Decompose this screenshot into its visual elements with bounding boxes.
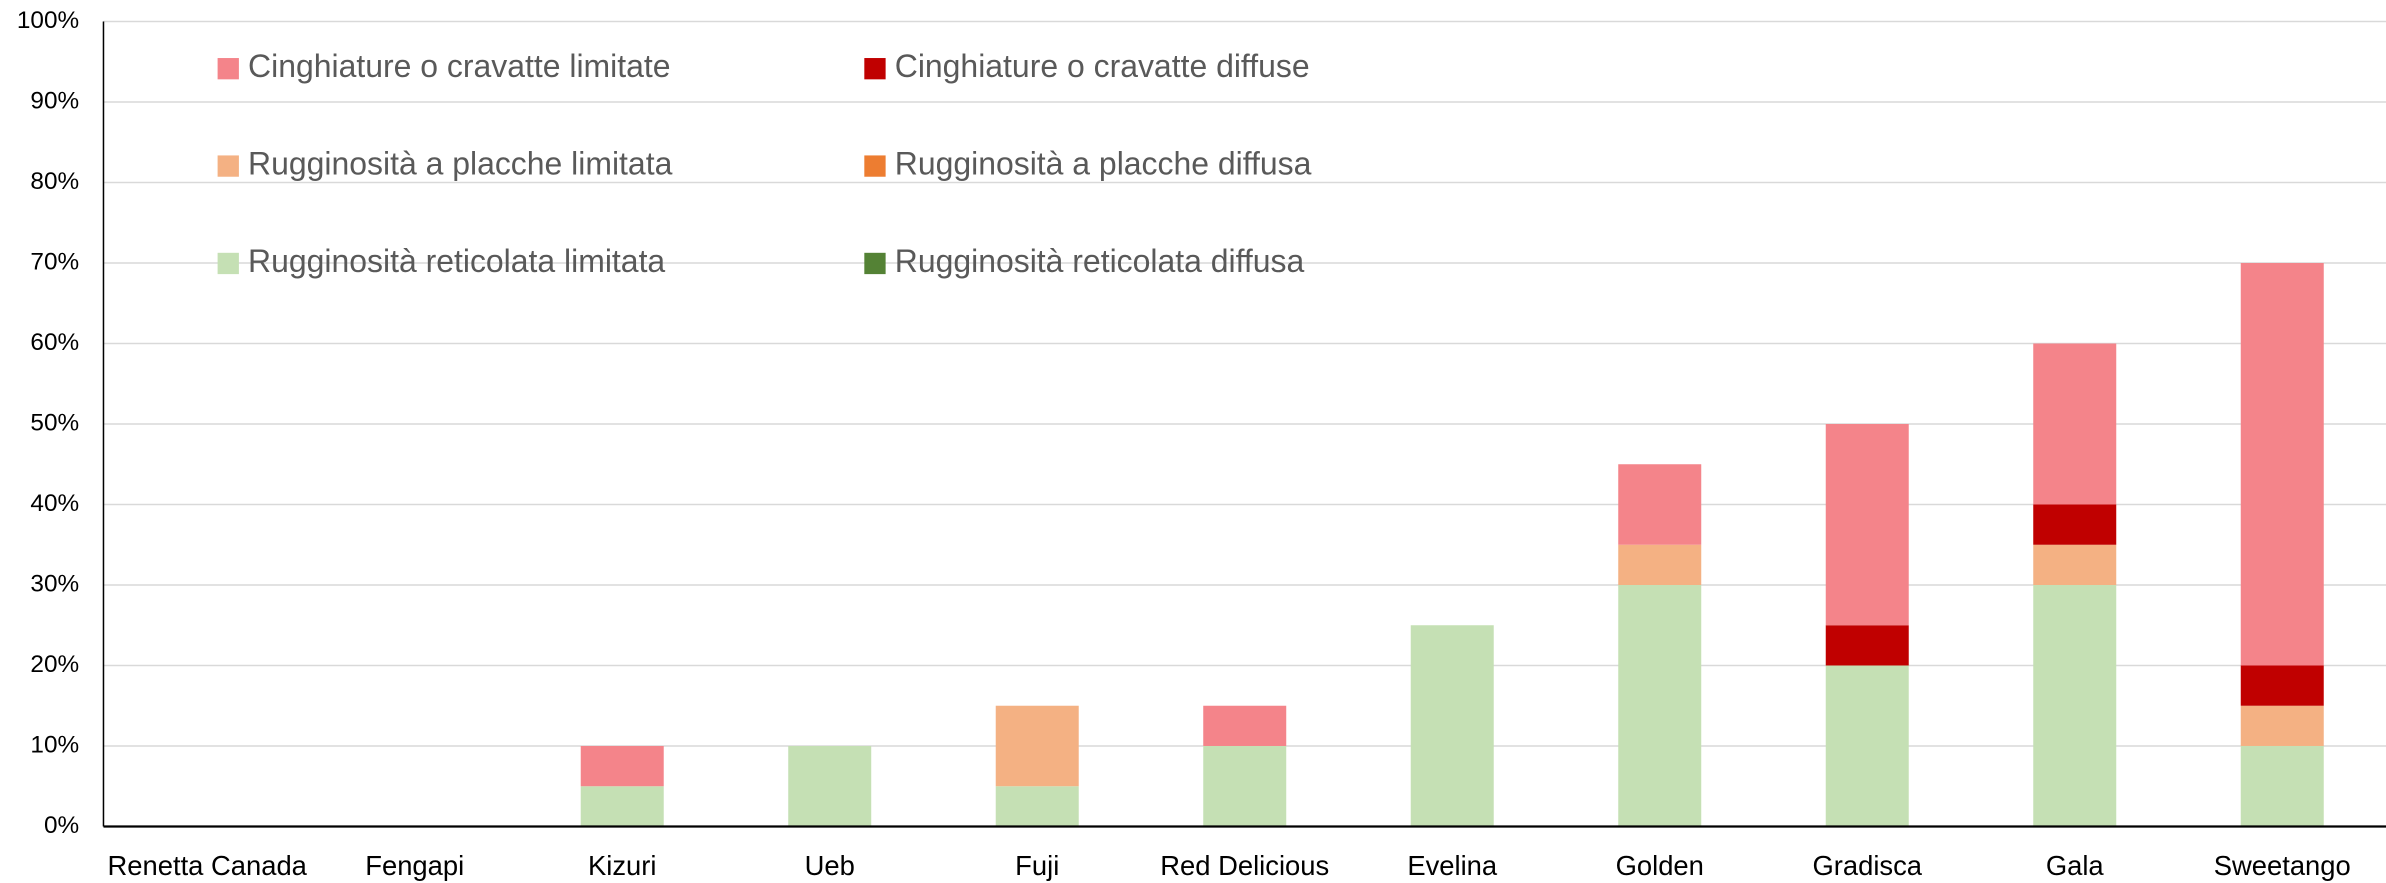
legend-label: Cinghiature o cravatte diffuse [895, 48, 1310, 84]
bar-segment [995, 786, 1079, 827]
y-tick-label: 70% [30, 248, 79, 275]
bar-segment [2240, 665, 2324, 706]
x-tick-label: Red Delicious [1160, 850, 1329, 881]
legend-swatch [864, 155, 886, 177]
bar-segment [1410, 625, 1494, 827]
legend-swatch [217, 58, 239, 80]
y-tick-label: 10% [30, 731, 79, 758]
bar-segment [2033, 544, 2117, 585]
bar-segment [2240, 745, 2324, 827]
bar-segment [2033, 504, 2117, 545]
x-tick-label: Evelina [1407, 850, 1498, 881]
y-tick-label: 50% [30, 409, 79, 436]
legend-swatch [217, 155, 239, 177]
legend-swatch [217, 252, 239, 275]
y-tick-label: 80% [30, 168, 79, 195]
bar-segment [788, 745, 872, 827]
bar-segment [1825, 625, 1909, 666]
bar-segment [580, 786, 664, 827]
y-tick-label: 90% [30, 87, 79, 114]
bar-segment [1825, 665, 1909, 827]
x-tick-label: Ueb [805, 850, 855, 881]
bar-segment [2240, 705, 2324, 746]
bar-segment [995, 705, 1079, 787]
y-tick-label: 20% [30, 651, 79, 678]
y-tick-label: 100% [17, 7, 79, 34]
legend-label: Rugginosità a placche diffusa [895, 146, 1312, 182]
legend-swatch [864, 58, 886, 80]
x-tick-label: Gala [2046, 850, 2105, 881]
y-tick-label: 60% [30, 329, 79, 356]
x-tick-label: Fengapi [365, 850, 464, 881]
bar-segment [2240, 263, 2324, 666]
bar-segment [580, 745, 664, 787]
x-tick-label: Gradisca [1812, 850, 1922, 881]
x-tick-label: Sweetango [2214, 850, 2351, 881]
bar-segment [1618, 584, 1702, 827]
bar-segment [1618, 544, 1702, 585]
bar-segment [2033, 584, 2117, 827]
bar-segment [1825, 424, 1909, 626]
bar-segment [1203, 745, 1287, 827]
bar-segment [1618, 464, 1702, 545]
legend-label: Rugginosità reticolata limitata [248, 243, 665, 279]
x-tick-label: Renetta Canada [108, 850, 308, 881]
legend-label: Rugginosità a placche limitata [248, 146, 673, 182]
y-tick-label: 0% [44, 812, 79, 839]
legend-swatch [864, 252, 886, 275]
x-tick-label: Kizuri [588, 850, 656, 881]
bar-segment [2033, 343, 2117, 505]
x-tick-label: Golden [1616, 850, 1704, 881]
bar-segment [1203, 705, 1287, 746]
x-tick-label: Fuji [1015, 850, 1059, 881]
y-tick-label: 30% [30, 570, 79, 597]
y-tick-label: 40% [30, 490, 79, 517]
legend-label: Rugginosità reticolata diffusa [895, 243, 1305, 279]
legend-label: Cinghiature o cravatte limitate [248, 48, 671, 84]
